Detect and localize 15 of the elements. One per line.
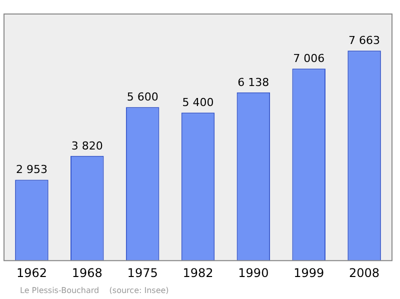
data-label: 7 006 (293, 52, 325, 65)
x-tick-label: 1968 (72, 266, 102, 280)
data-label: 2 953 (16, 163, 48, 176)
data-label: 7 663 (348, 34, 380, 47)
text: Le Plessis-Bouchard (source: Insee) (20, 286, 169, 296)
x-tick-label: 1990 (238, 266, 269, 280)
x-tick-label: 1999 (294, 266, 324, 280)
x-tick-label: 1962 (16, 266, 47, 280)
data-label: 5 400 (182, 96, 214, 109)
x-tick-label: 1982 (182, 266, 214, 280)
data-label: 5 600 (126, 90, 158, 104)
data-label: 3 820 (71, 139, 103, 152)
x-tick-label: 2008 (349, 266, 380, 280)
x-tick-label: 1975 (127, 266, 158, 280)
data-label: 6 138 (238, 76, 270, 89)
